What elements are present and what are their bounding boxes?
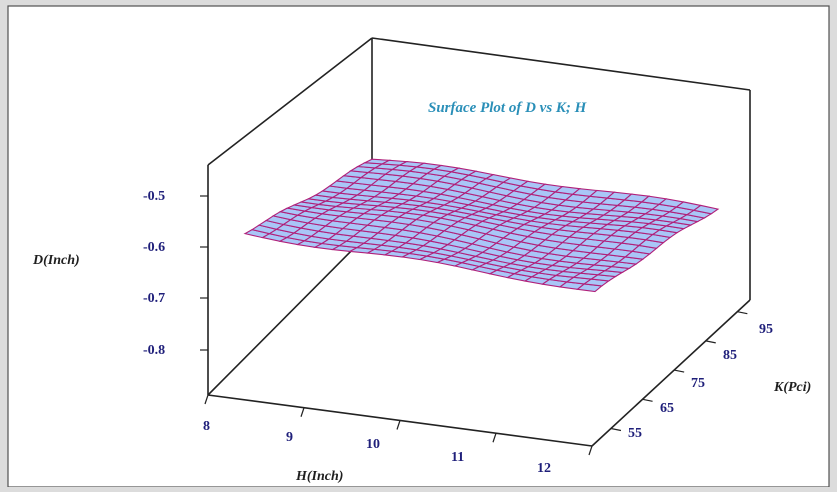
z-tick-labels: -0.5 -0.6 -0.7 -0.8 (143, 189, 165, 358)
x-tick-label: 12 (537, 461, 551, 476)
surface-cell (692, 204, 720, 215)
back-top-edge (371, 37, 751, 91)
x-axis-label: H(Inch) (295, 469, 343, 484)
chart-title: Surface Plot of D vs K; H (428, 100, 588, 116)
y-tick-label: 95 (759, 322, 773, 337)
x-tick-mark (300, 407, 305, 417)
x-tick-label: 10 (366, 437, 380, 452)
x-tick-mark (396, 420, 401, 430)
x-tick-mark (204, 394, 209, 405)
z-tick-label: -0.5 (143, 189, 165, 204)
y-tick-mark (674, 369, 685, 373)
y-tick-mark (642, 398, 653, 402)
x-tick-mark (588, 445, 593, 456)
left-bottom-edge (207, 229, 373, 396)
x-tick-mark (492, 433, 497, 443)
surface-mesh (243, 158, 720, 293)
tick-marks (200, 195, 748, 456)
x-tick-label: 11 (451, 450, 464, 465)
x-tick-labels: 8 9 10 11 12 (203, 419, 551, 476)
left-top-edge (207, 37, 373, 166)
z-tick-label: -0.7 (143, 291, 165, 306)
y-axis-label: K(Pci) (773, 380, 811, 395)
z-tick-label: -0.8 (143, 343, 165, 358)
y-tick-mark (610, 427, 622, 432)
y-tick-mark (737, 311, 748, 315)
z-tick-label: -0.6 (143, 240, 165, 255)
z-axis-label: D(Inch) (32, 253, 80, 268)
y-tick-label: 55 (628, 426, 642, 441)
y-tick-label: 75 (691, 376, 705, 391)
right-bottom-edge (591, 299, 751, 447)
y-tick-labels: 55 65 75 85 95 (628, 322, 773, 441)
y-tick-label: 65 (660, 401, 674, 416)
y-tick-label: 85 (723, 348, 737, 363)
x-tick-label: 9 (286, 430, 293, 445)
x-tick-label: 8 (203, 419, 210, 434)
y-tick-mark (705, 340, 716, 344)
